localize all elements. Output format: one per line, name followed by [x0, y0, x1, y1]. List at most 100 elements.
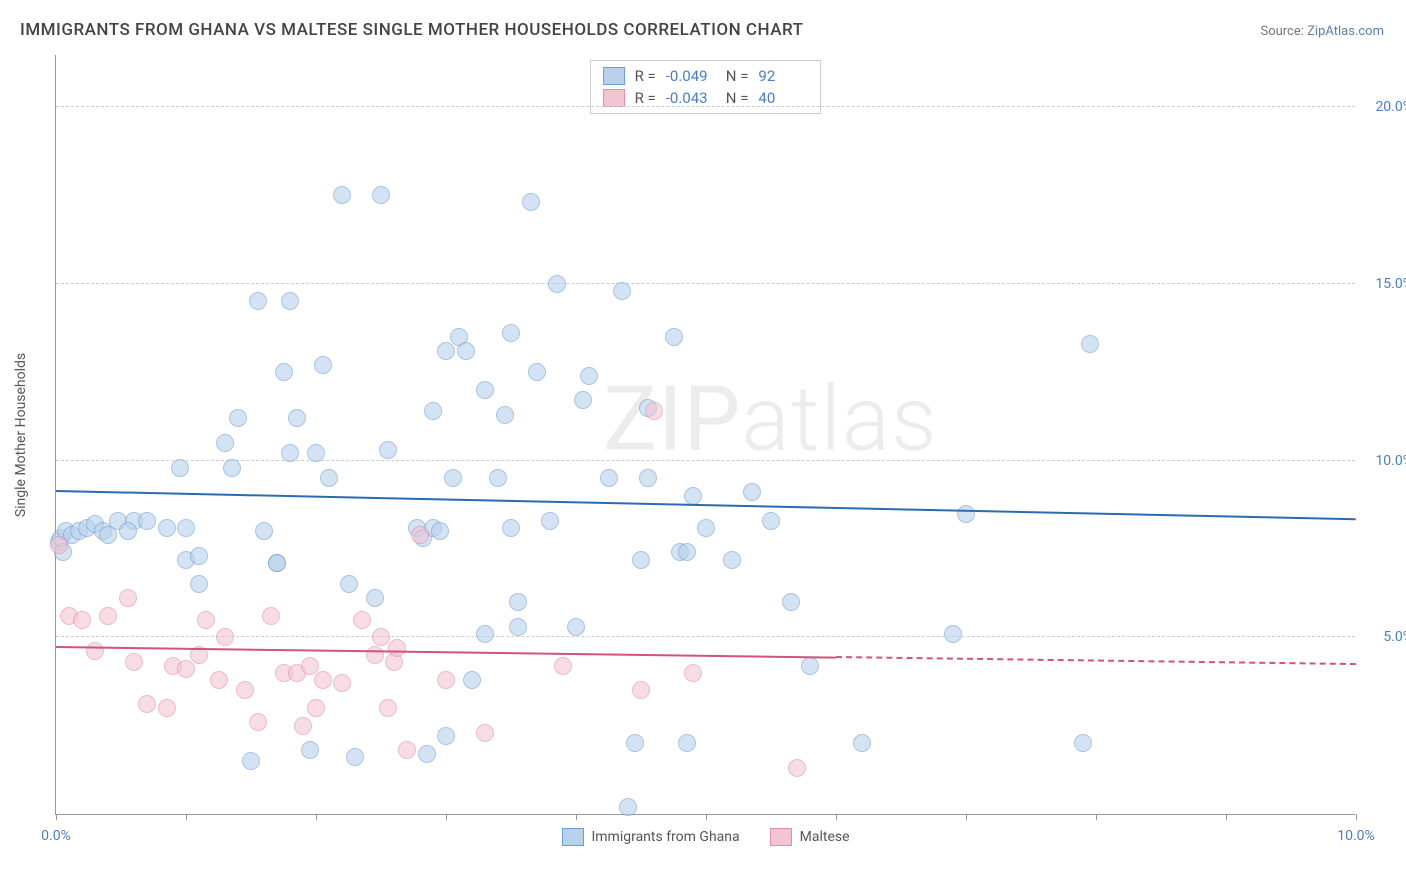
data-point [216, 434, 234, 452]
data-point [522, 193, 540, 211]
data-point [372, 186, 390, 204]
r-value: -0.043 [666, 89, 716, 107]
source-prefix: Source: [1260, 24, 1307, 39]
data-point [281, 444, 299, 462]
data-point [476, 724, 494, 742]
data-point [411, 526, 429, 544]
data-point [177, 519, 195, 537]
data-point [288, 409, 306, 427]
data-point [314, 671, 332, 689]
y-axis-label: Single Mother Households [13, 352, 29, 516]
y-tick-label: 10.0% [1375, 453, 1406, 469]
data-point [853, 734, 871, 752]
data-point [632, 551, 650, 569]
data-point [548, 275, 566, 293]
data-point [73, 611, 91, 629]
data-point [210, 671, 228, 689]
data-point [424, 402, 442, 420]
data-point [743, 483, 761, 501]
data-point [190, 575, 208, 593]
data-point [632, 681, 650, 699]
x-tick [446, 814, 447, 820]
data-point [476, 625, 494, 643]
data-point [249, 713, 267, 731]
data-point [388, 639, 406, 657]
data-point [580, 367, 598, 385]
data-point [340, 575, 358, 593]
x-tick [56, 814, 57, 820]
x-tick [576, 814, 577, 820]
data-point [645, 402, 663, 420]
legend-item: Immigrants from Ghana [561, 828, 739, 846]
y-tick-label: 20.0% [1375, 99, 1406, 115]
data-point [301, 741, 319, 759]
data-point [437, 727, 455, 745]
stats-row: R =-0.049N =92 [599, 65, 813, 87]
chart-title: IMMIGRANTS FROM GHANA VS MALTESE SINGLE … [20, 20, 803, 40]
data-point [307, 444, 325, 462]
data-point [197, 611, 215, 629]
data-point [528, 363, 546, 381]
r-label: R = [635, 67, 656, 85]
data-point [379, 441, 397, 459]
data-point [502, 324, 520, 342]
legend-swatch [603, 89, 625, 107]
x-tick [316, 814, 317, 820]
data-point [158, 519, 176, 537]
data-point [684, 664, 702, 682]
data-point [567, 618, 585, 636]
data-point [99, 526, 117, 544]
gridline [56, 460, 1355, 461]
n-value: 92 [758, 67, 808, 85]
data-point [600, 469, 618, 487]
data-point [496, 406, 514, 424]
gridline [56, 106, 1355, 107]
data-point [944, 625, 962, 643]
data-point [333, 186, 351, 204]
data-point [268, 554, 286, 572]
data-point [366, 589, 384, 607]
data-point [554, 657, 572, 675]
source-link[interactable]: ZipAtlas.com [1307, 24, 1384, 39]
data-point [463, 671, 481, 689]
scatter-plot: Single Mother Households ZIPatlas R =-0.… [55, 55, 1355, 815]
gridline [56, 283, 1355, 284]
data-point [158, 699, 176, 717]
y-tick-label: 15.0% [1375, 276, 1406, 292]
data-point [379, 699, 397, 717]
data-point [489, 469, 507, 487]
data-point [398, 741, 416, 759]
x-tick [1226, 814, 1227, 820]
data-point [437, 342, 455, 360]
x-tick [1356, 814, 1357, 820]
data-point [190, 547, 208, 565]
legend-label: Maltese [800, 829, 850, 845]
data-point [262, 607, 280, 625]
data-point [125, 653, 143, 671]
data-point [301, 657, 319, 675]
data-point [353, 611, 371, 629]
data-point [281, 292, 299, 310]
data-point [50, 536, 68, 554]
data-point [86, 642, 104, 660]
data-point [138, 695, 156, 713]
data-point [1074, 734, 1092, 752]
data-point [723, 551, 741, 569]
data-point [788, 759, 806, 777]
data-point [346, 748, 364, 766]
data-point [229, 409, 247, 427]
data-point [223, 459, 241, 477]
x-tick [186, 814, 187, 820]
data-point [275, 363, 293, 381]
legend-label: Immigrants from Ghana [591, 829, 739, 845]
data-point [249, 292, 267, 310]
data-point [314, 356, 332, 374]
source-attribution: Source: ZipAtlas.com [1260, 24, 1384, 39]
data-point [255, 522, 273, 540]
x-tick [836, 814, 837, 820]
data-point [138, 512, 156, 530]
data-point [613, 282, 631, 300]
data-point [294, 717, 312, 735]
data-point [541, 512, 559, 530]
watermark-light: atlas [741, 367, 937, 472]
